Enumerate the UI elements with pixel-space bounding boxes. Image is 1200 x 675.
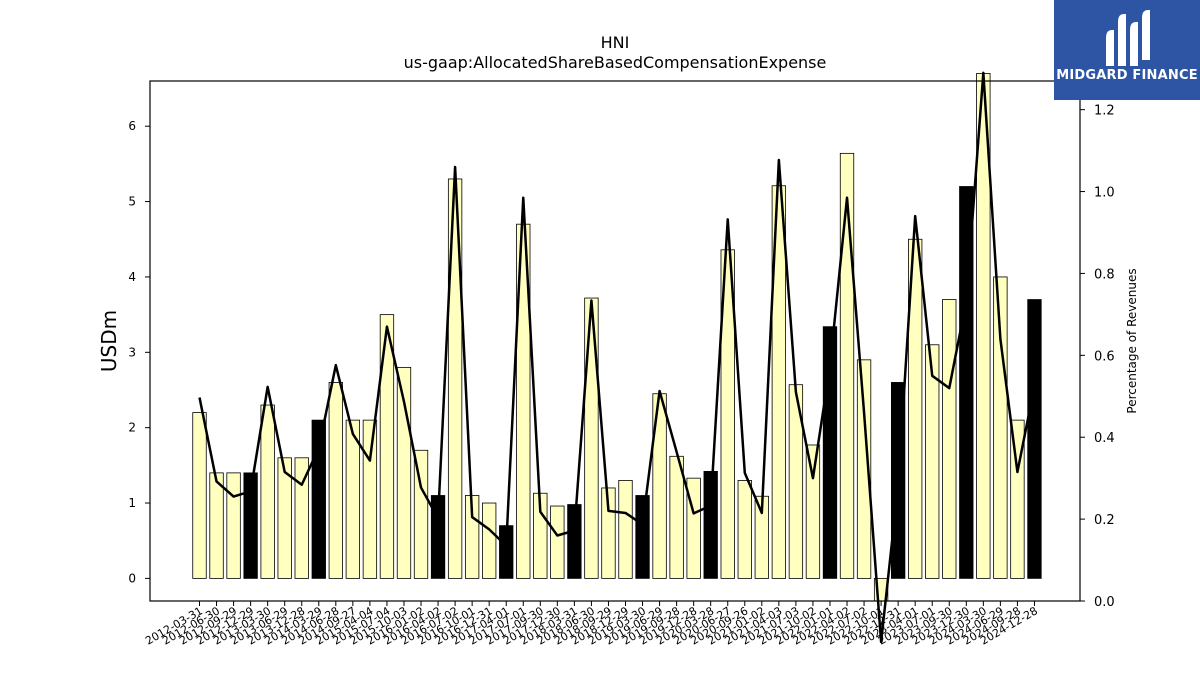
bar bbox=[277, 457, 292, 579]
y-axis-ticks: 0 1 2 3 4 5 6 bbox=[128, 119, 150, 585]
bar bbox=[925, 344, 940, 579]
bar bbox=[209, 472, 224, 579]
bar bbox=[550, 505, 565, 579]
bar bbox=[908, 238, 923, 579]
bar bbox=[311, 419, 326, 579]
bar bbox=[345, 419, 361, 579]
bar bbox=[959, 186, 974, 579]
bar bbox=[413, 449, 429, 579]
y-tick-label: 2 bbox=[128, 421, 136, 435]
bars-group bbox=[192, 73, 1042, 602]
plot-frame bbox=[149, 80, 1081, 602]
bar bbox=[482, 502, 497, 579]
bar bbox=[226, 472, 241, 579]
y-tick-label: 4 bbox=[128, 270, 136, 284]
bar bbox=[703, 470, 718, 579]
bar bbox=[294, 457, 309, 579]
bar bbox=[584, 297, 599, 579]
bar bbox=[362, 419, 378, 579]
y2-tick-label: 0.6 bbox=[1094, 349, 1115, 364]
bar bbox=[942, 299, 957, 579]
y2-tick-label: 0.2 bbox=[1094, 513, 1115, 528]
bar bbox=[805, 444, 821, 579]
bar bbox=[192, 412, 207, 579]
bar bbox=[243, 472, 258, 579]
bar bbox=[618, 480, 633, 579]
pct-revenue-line bbox=[198, 71, 1036, 644]
bar bbox=[993, 276, 1008, 579]
y2-tick-label: 1.2 bbox=[1094, 104, 1115, 119]
y2-tick-label: 0.4 bbox=[1094, 431, 1115, 446]
y-tick-label: 3 bbox=[128, 345, 136, 359]
midgard-logo-icon bbox=[1106, 10, 1150, 66]
bar bbox=[379, 314, 395, 579]
y2-tick-label: 0.0 bbox=[1094, 595, 1115, 610]
y2-tick-label: 1.0 bbox=[1094, 186, 1115, 201]
bar bbox=[328, 382, 343, 579]
y-tick-label: 5 bbox=[128, 195, 136, 209]
bar bbox=[567, 504, 582, 579]
logo-text: MIDGARD FINANCE bbox=[1056, 68, 1198, 83]
bar bbox=[669, 455, 684, 579]
y2-axis-ticks: 0.0 0.2 0.4 0.6 0.8 1.0 1.2 bbox=[1080, 104, 1115, 610]
bar bbox=[720, 249, 735, 579]
y-tick-label: 0 bbox=[128, 571, 136, 585]
x-axis-ticks: 2012-03-312012-06-302012-09-292012-12-29… bbox=[143, 601, 1040, 648]
y2-axis-label: Percentage of Revenues bbox=[1125, 268, 1139, 413]
bar bbox=[839, 152, 855, 579]
y-tick-label: 6 bbox=[128, 119, 136, 133]
y2-tick-label: 0.8 bbox=[1094, 267, 1115, 282]
bar bbox=[516, 223, 531, 579]
bar bbox=[737, 480, 752, 579]
bar bbox=[1027, 299, 1042, 579]
bar bbox=[260, 404, 275, 579]
bar bbox=[856, 359, 872, 579]
chart-title: HNI bbox=[601, 33, 630, 52]
y-tick-label: 1 bbox=[128, 496, 136, 510]
y-axis-label: USDm bbox=[97, 310, 121, 372]
midgard-finance-logo: MIDGARD FINANCE bbox=[1054, 0, 1200, 100]
bar bbox=[635, 495, 650, 579]
chart-subtitle: us-gaap:AllocatedShareBasedCompensationE… bbox=[404, 53, 827, 72]
